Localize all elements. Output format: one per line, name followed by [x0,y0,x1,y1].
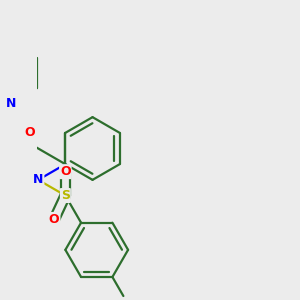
Text: O: O [60,165,71,178]
Text: S: S [61,189,70,202]
Text: O: O [24,126,35,139]
Text: N: N [6,97,16,110]
Text: O: O [49,213,59,226]
Text: N: N [33,173,44,186]
